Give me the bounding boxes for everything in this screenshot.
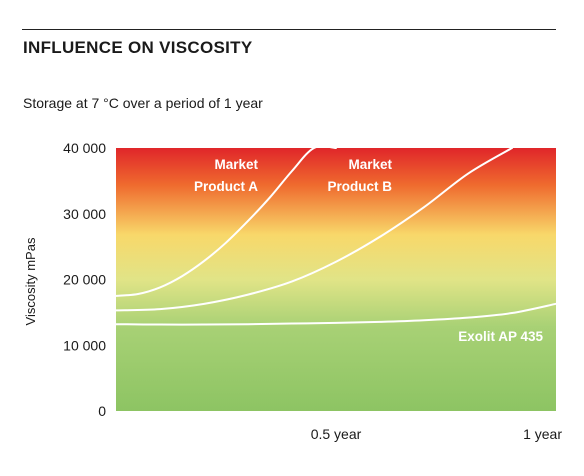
y-tick-label: 10 000	[63, 337, 106, 353]
y-tick-label: 40 000	[63, 140, 106, 156]
series-label-2: Product B	[327, 179, 392, 194]
y-tick-label: 20 000	[63, 272, 106, 288]
x-tick-label: 0.5 year	[311, 426, 362, 442]
series-label-2: Market	[348, 157, 392, 172]
series-line-2	[115, 147, 513, 312]
x-tick-label: 1 year	[523, 426, 562, 442]
y-axis-label: Viscosity mPas	[23, 237, 38, 325]
top-rule	[22, 29, 556, 30]
series-line-3	[115, 302, 557, 326]
series-label-3: Exolit AP 435	[458, 329, 543, 344]
series-label-1: Product A	[194, 179, 258, 194]
chart-subtitle: Storage at 7 °C over a period of 1 year	[23, 95, 263, 111]
y-tick-label: 0	[98, 403, 106, 419]
series-line-1	[115, 145, 337, 297]
y-tick-label: 30 000	[63, 206, 106, 222]
plot-background	[116, 148, 556, 411]
series-label-1: Market	[214, 157, 258, 172]
chart-title: INFLUENCE ON VISCOSITY	[23, 38, 253, 57]
